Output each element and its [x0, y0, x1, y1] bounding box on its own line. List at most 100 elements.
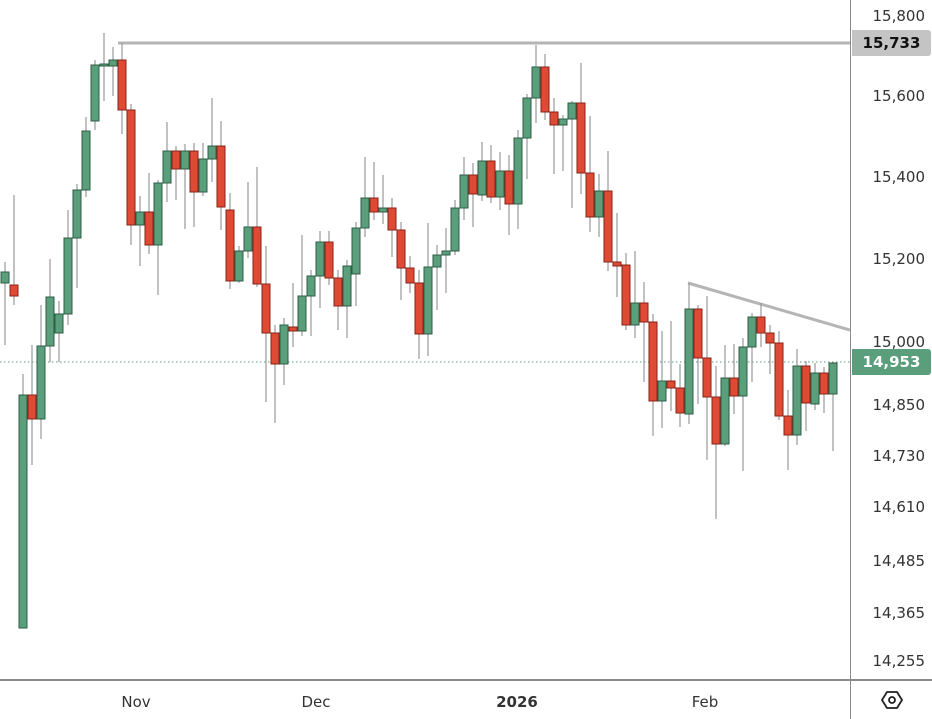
- candle-down[interactable]: [666, 380, 676, 389]
- candle-up[interactable]: [36, 345, 46, 420]
- candle-up[interactable]: [747, 316, 757, 348]
- candle-down[interactable]: [639, 302, 649, 323]
- candle-up[interactable]: [315, 241, 325, 277]
- candle-down[interactable]: [144, 211, 154, 246]
- candle-down[interactable]: [540, 66, 550, 113]
- candle-down[interactable]: [675, 387, 685, 414]
- candle-up[interactable]: [441, 250, 451, 256]
- candle-up[interactable]: [720, 377, 730, 445]
- candle-down[interactable]: [711, 396, 721, 445]
- candle-down[interactable]: [216, 145, 226, 208]
- candle-up[interactable]: [279, 324, 289, 365]
- candle-down[interactable]: [765, 332, 775, 344]
- candle-up[interactable]: [297, 295, 307, 332]
- candle-down[interactable]: [504, 170, 514, 205]
- candle-up[interactable]: [828, 362, 838, 395]
- candle-up[interactable]: [432, 254, 442, 268]
- candle-down[interactable]: [270, 332, 280, 365]
- candlestick-chart[interactable]: [0, 0, 850, 680]
- candle-up[interactable]: [207, 145, 217, 160]
- candle-down[interactable]: [612, 261, 622, 267]
- candle-down[interactable]: [333, 277, 343, 307]
- time-axis[interactable]: Nov Dec 2026 Feb: [0, 679, 850, 719]
- candle-up[interactable]: [360, 197, 370, 229]
- candle-up[interactable]: [738, 346, 748, 397]
- candle-down[interactable]: [405, 267, 415, 284]
- candle-down[interactable]: [576, 102, 586, 174]
- candle-down[interactable]: [396, 229, 406, 269]
- candle-up[interactable]: [351, 227, 361, 275]
- candle-down[interactable]: [414, 282, 424, 335]
- candle-up[interactable]: [54, 313, 64, 334]
- candle-up[interactable]: [180, 150, 190, 170]
- candle-up[interactable]: [306, 275, 316, 297]
- candle-down[interactable]: [603, 190, 613, 263]
- candle-down[interactable]: [288, 326, 298, 332]
- candle-down[interactable]: [585, 172, 595, 218]
- candle-up[interactable]: [0, 271, 10, 284]
- candle-up[interactable]: [513, 137, 523, 205]
- candle-down[interactable]: [369, 197, 379, 213]
- candle-down[interactable]: [756, 316, 766, 334]
- candle-up[interactable]: [18, 394, 28, 629]
- candle-up[interactable]: [630, 302, 640, 326]
- candle-down[interactable]: [648, 321, 658, 402]
- candle-down[interactable]: [261, 283, 271, 334]
- candle-up[interactable]: [567, 102, 577, 120]
- candle-down[interactable]: [387, 207, 397, 231]
- candle-up[interactable]: [810, 372, 820, 405]
- candle-up[interactable]: [162, 150, 172, 184]
- candle-down[interactable]: [486, 160, 496, 198]
- candle-up[interactable]: [135, 211, 145, 226]
- candle-up[interactable]: [657, 380, 667, 402]
- candle-up[interactable]: [90, 64, 100, 122]
- price-tick-label: 15,800: [872, 7, 926, 25]
- candle-up[interactable]: [198, 158, 208, 193]
- candle-down[interactable]: [693, 308, 703, 359]
- price-axis[interactable]: 15,800 15,600 15,400 15,200 15,000 14,850 14,7…: [850, 0, 932, 680]
- candle-down[interactable]: [819, 372, 829, 395]
- candle-up[interactable]: [234, 250, 244, 282]
- candle-down[interactable]: [324, 241, 334, 279]
- candle-down[interactable]: [9, 284, 19, 297]
- candle-up[interactable]: [477, 160, 487, 196]
- candle-up[interactable]: [153, 182, 163, 246]
- candle-down[interactable]: [468, 174, 478, 195]
- hexagon-settings-icon[interactable]: [881, 689, 903, 711]
- candle-down[interactable]: [171, 150, 181, 170]
- candle-up[interactable]: [81, 130, 91, 191]
- candle-down[interactable]: [117, 59, 127, 111]
- candle-down[interactable]: [774, 342, 784, 417]
- candle-down[interactable]: [729, 377, 739, 397]
- candle-down[interactable]: [189, 150, 199, 193]
- candle-up[interactable]: [423, 266, 433, 335]
- candle-up[interactable]: [792, 365, 802, 436]
- chart-canvas[interactable]: [0, 0, 850, 680]
- candle-up[interactable]: [378, 207, 388, 213]
- candle-up[interactable]: [99, 63, 109, 67]
- candle-up[interactable]: [108, 59, 118, 67]
- candle-up[interactable]: [684, 308, 694, 415]
- candle-up[interactable]: [243, 226, 253, 252]
- candle-up[interactable]: [495, 170, 505, 198]
- candle-down[interactable]: [225, 209, 235, 282]
- candle-up[interactable]: [522, 97, 532, 139]
- candle-up[interactable]: [72, 189, 82, 239]
- candle-down[interactable]: [549, 111, 559, 126]
- candle-up[interactable]: [63, 237, 73, 315]
- descending-trendline[interactable]: [687, 281, 850, 332]
- candle-down[interactable]: [702, 357, 712, 398]
- candle-up[interactable]: [594, 190, 604, 218]
- candle-down[interactable]: [252, 226, 262, 285]
- candle-up[interactable]: [531, 66, 541, 99]
- candle-up[interactable]: [342, 265, 352, 307]
- candle-up[interactable]: [45, 296, 55, 347]
- candle-down[interactable]: [126, 109, 136, 226]
- candle-down[interactable]: [27, 394, 37, 420]
- candle-up[interactable]: [450, 207, 460, 252]
- candle-down[interactable]: [783, 415, 793, 436]
- candle-down[interactable]: [621, 264, 631, 326]
- candle-down[interactable]: [801, 365, 811, 404]
- candle-up[interactable]: [459, 174, 469, 209]
- candle-up[interactable]: [558, 118, 568, 126]
